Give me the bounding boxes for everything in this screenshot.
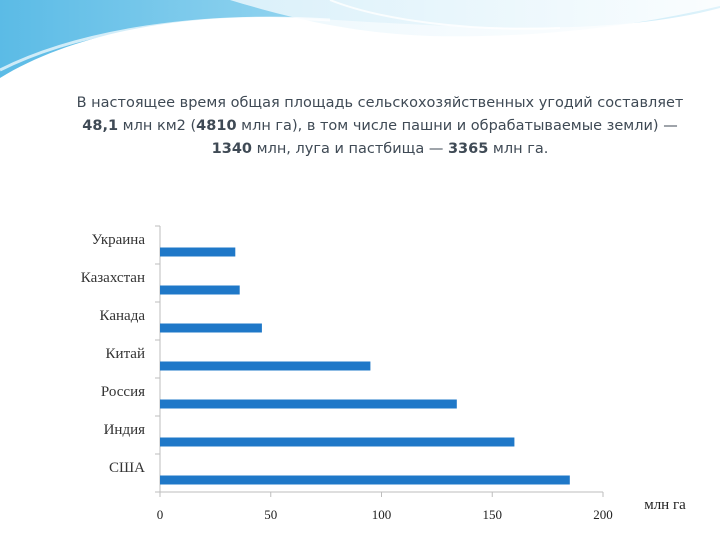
x-tick-label: 200 — [593, 507, 613, 522]
category-label: Казахстан — [81, 270, 145, 286]
x-tick-label: 50 — [264, 507, 277, 522]
bar-1 — [160, 247, 236, 257]
caption-value-pastures: 3365 — [447, 141, 489, 157]
caption-part-3: млн га), в том числе пашни и обрабатывае… — [236, 118, 678, 134]
bar-7 — [160, 475, 570, 485]
caption-part-5: млн га. — [488, 141, 549, 157]
caption-value-arable: 1340 — [211, 141, 253, 157]
x-tick-label: 150 — [483, 507, 503, 522]
x-tick-label: 0 — [157, 507, 164, 522]
bar-2 — [160, 285, 240, 295]
category-label: Индия — [104, 422, 146, 438]
category-label: Канада — [100, 308, 146, 324]
caption-value-area-km2: 48,1 — [82, 118, 119, 134]
category-label: Китай — [106, 346, 145, 362]
bar-3 — [160, 323, 262, 333]
caption-part-4: млн, луга и пастбища — — [252, 141, 448, 157]
bar-5 — [160, 399, 457, 409]
bar-6 — [160, 437, 515, 447]
x-tick-label: 100 — [372, 507, 392, 522]
category-label: Украина — [92, 232, 146, 248]
caption-value-total-ha: 4810 — [196, 118, 237, 134]
category-label: США — [109, 460, 145, 476]
category-label: Россия — [101, 384, 145, 400]
caption-text: В настоящее время общая площадь сельскох… — [60, 92, 700, 161]
bar-4 — [160, 361, 371, 371]
caption-part-2: млн км2 ( — [118, 118, 197, 134]
x-axis-unit-label: млн га — [644, 497, 686, 513]
header-wave-decoration — [0, 0, 720, 78]
caption-part-1: В настоящее время общая площадь сельскох… — [76, 95, 684, 111]
